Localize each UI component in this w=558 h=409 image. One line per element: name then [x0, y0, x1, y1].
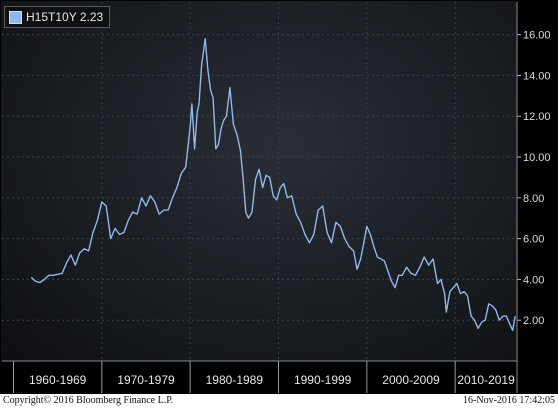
x-category-label: 1990-1999 [294, 373, 352, 387]
legend-swatch [9, 10, 22, 24]
plot-area [1, 1, 517, 361]
series-line-h15t10y [30, 38, 516, 332]
grid-layer [2, 2, 517, 361]
timestamp-text: 16-Nov-2016 17:42:05 [463, 395, 555, 406]
axis-layer: 2.00 4.00 6.00 8.00 10.00 12.00 14.00 16.00 1960… [2, 2, 551, 393]
series-layer [30, 38, 516, 332]
legend-series-name: H15T10Y [26, 10, 77, 24]
y-tick-label: 10.00 [523, 152, 551, 164]
y-tick-label: 4.00 [523, 274, 544, 286]
y-tick-label: 16.00 [523, 30, 551, 42]
legend-text: H15T10Y 2.23 [26, 10, 103, 24]
y-tick-label: 14.00 [523, 70, 551, 82]
x-category-label: 1970-1979 [117, 373, 175, 387]
x-category-label: 1980-1989 [206, 373, 264, 387]
y-tick-label: 6.00 [523, 234, 544, 246]
y-tick-label: 12.00 [523, 111, 551, 123]
line-chart: 2.00 4.00 6.00 8.00 10.00 12.00 14.00 16.00 1960… [2, 2, 551, 393]
x-category-label: 2000-2009 [382, 373, 440, 387]
y-tick-label: 2.00 [523, 315, 544, 327]
x-category-label: 2010-2019 [457, 373, 515, 387]
footer: Copyright© 2016 Bloomberg Finance L.P. 1… [0, 394, 558, 409]
x-category-label: 1960-1969 [29, 373, 87, 387]
legend-last-value: 2.23 [79, 10, 104, 24]
copyright-text: Copyright© 2016 Bloomberg Finance L.P. [3, 395, 174, 406]
legend[interactable]: H15T10Y 2.23 [4, 6, 111, 28]
y-tick-label: 8.00 [523, 193, 544, 205]
